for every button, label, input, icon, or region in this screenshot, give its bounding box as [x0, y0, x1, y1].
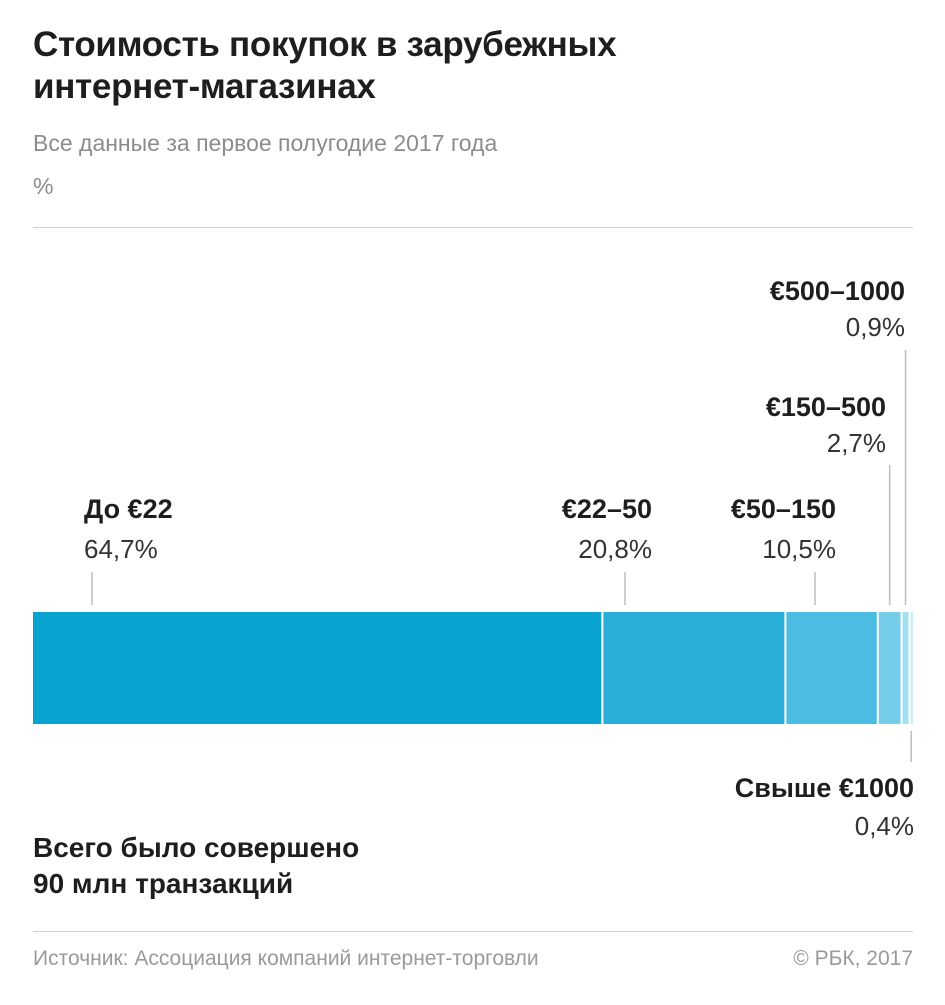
- total-line-2: 90 млн транзакций: [33, 868, 294, 899]
- category-label-4: €500–1000: [770, 276, 905, 306]
- copyright-note: © РБК, 2017: [793, 947, 913, 970]
- source-note: Источник: Ассоциация компаний интернет-т…: [33, 947, 539, 970]
- value-label-2: 10,5%: [762, 534, 836, 564]
- bar-segment-5: [909, 612, 913, 724]
- value-label-4: 0,9%: [846, 312, 905, 342]
- top-divider: [33, 227, 913, 228]
- bar-segment-0: [33, 612, 603, 724]
- bar-segment-1: [602, 612, 786, 724]
- category-label-0: До €22: [84, 494, 173, 524]
- unit-label: %: [33, 173, 54, 199]
- chart-subtitle: Все данные за первое полугодие 2017 года: [33, 130, 498, 156]
- total-line-1: Всего было совершено: [33, 832, 360, 863]
- value-label-1: 20,8%: [578, 534, 652, 564]
- value-label-5: 0,4%: [855, 811, 914, 841]
- category-label-2: €50–150: [731, 494, 836, 524]
- bar-segment-2: [785, 612, 878, 724]
- bar-segment-4: [901, 612, 910, 724]
- chart-title-line-2: интернет-магазинах: [33, 67, 376, 106]
- value-label-3: 2,7%: [827, 428, 886, 458]
- category-label-3: €150–500: [766, 392, 886, 422]
- bottom-divider: [33, 931, 913, 932]
- chart-title-line-1: Стоимость покупок в зарубежных: [33, 25, 617, 64]
- category-label-5: Свыше €1000: [735, 773, 914, 803]
- category-label-1: €22–50: [562, 494, 652, 524]
- chart-title: Стоимость покупок в зарубежных интернет-…: [33, 24, 913, 108]
- value-label-0: 64,7%: [84, 534, 158, 564]
- total-transactions: Всего было совершено 90 млн транзакций: [33, 830, 359, 902]
- bar-segment-3: [877, 612, 902, 724]
